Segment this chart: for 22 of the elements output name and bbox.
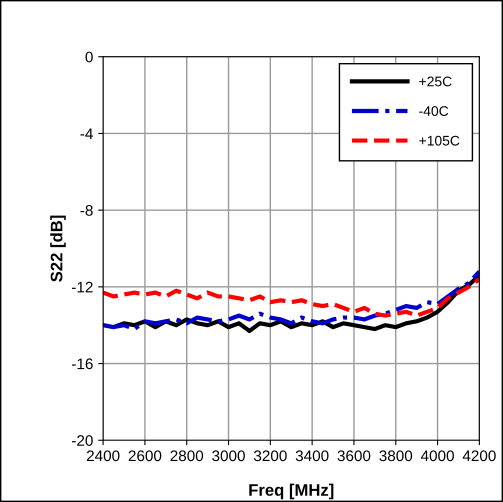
x-tick-label: 3000 (212, 450, 245, 462)
x-tick-label: 2800 (170, 450, 204, 462)
y-tick-label: -12 (72, 282, 93, 292)
x-tick-label: 2600 (128, 450, 162, 462)
x-tick-label: 3600 (338, 450, 370, 462)
y-tick-label: 0 (85, 52, 93, 62)
y-tick-label: -4 (80, 128, 93, 139)
legend-label: +105C (419, 136, 460, 146)
x-tick-label: 4000 (420, 450, 454, 462)
x-tick-label: 4200 (462, 450, 496, 462)
y-tick-label: -20 (72, 435, 93, 446)
y-axis-title: S22 [dB] (50, 216, 66, 282)
x-tick-label: 2400 (86, 450, 120, 462)
x-axis-title: Freq [MHz] (249, 484, 334, 500)
y-tick-label: -8 (80, 205, 93, 216)
legend-label: -40C (419, 106, 448, 116)
x-tick-label: 3400 (296, 450, 329, 462)
legend-label: +25C (419, 76, 452, 86)
x-tick-label: 3200 (254, 450, 287, 462)
x-tick-label: 3800 (379, 450, 412, 462)
line-series (103, 277, 480, 318)
y-tick-label: -16 (72, 358, 93, 370)
